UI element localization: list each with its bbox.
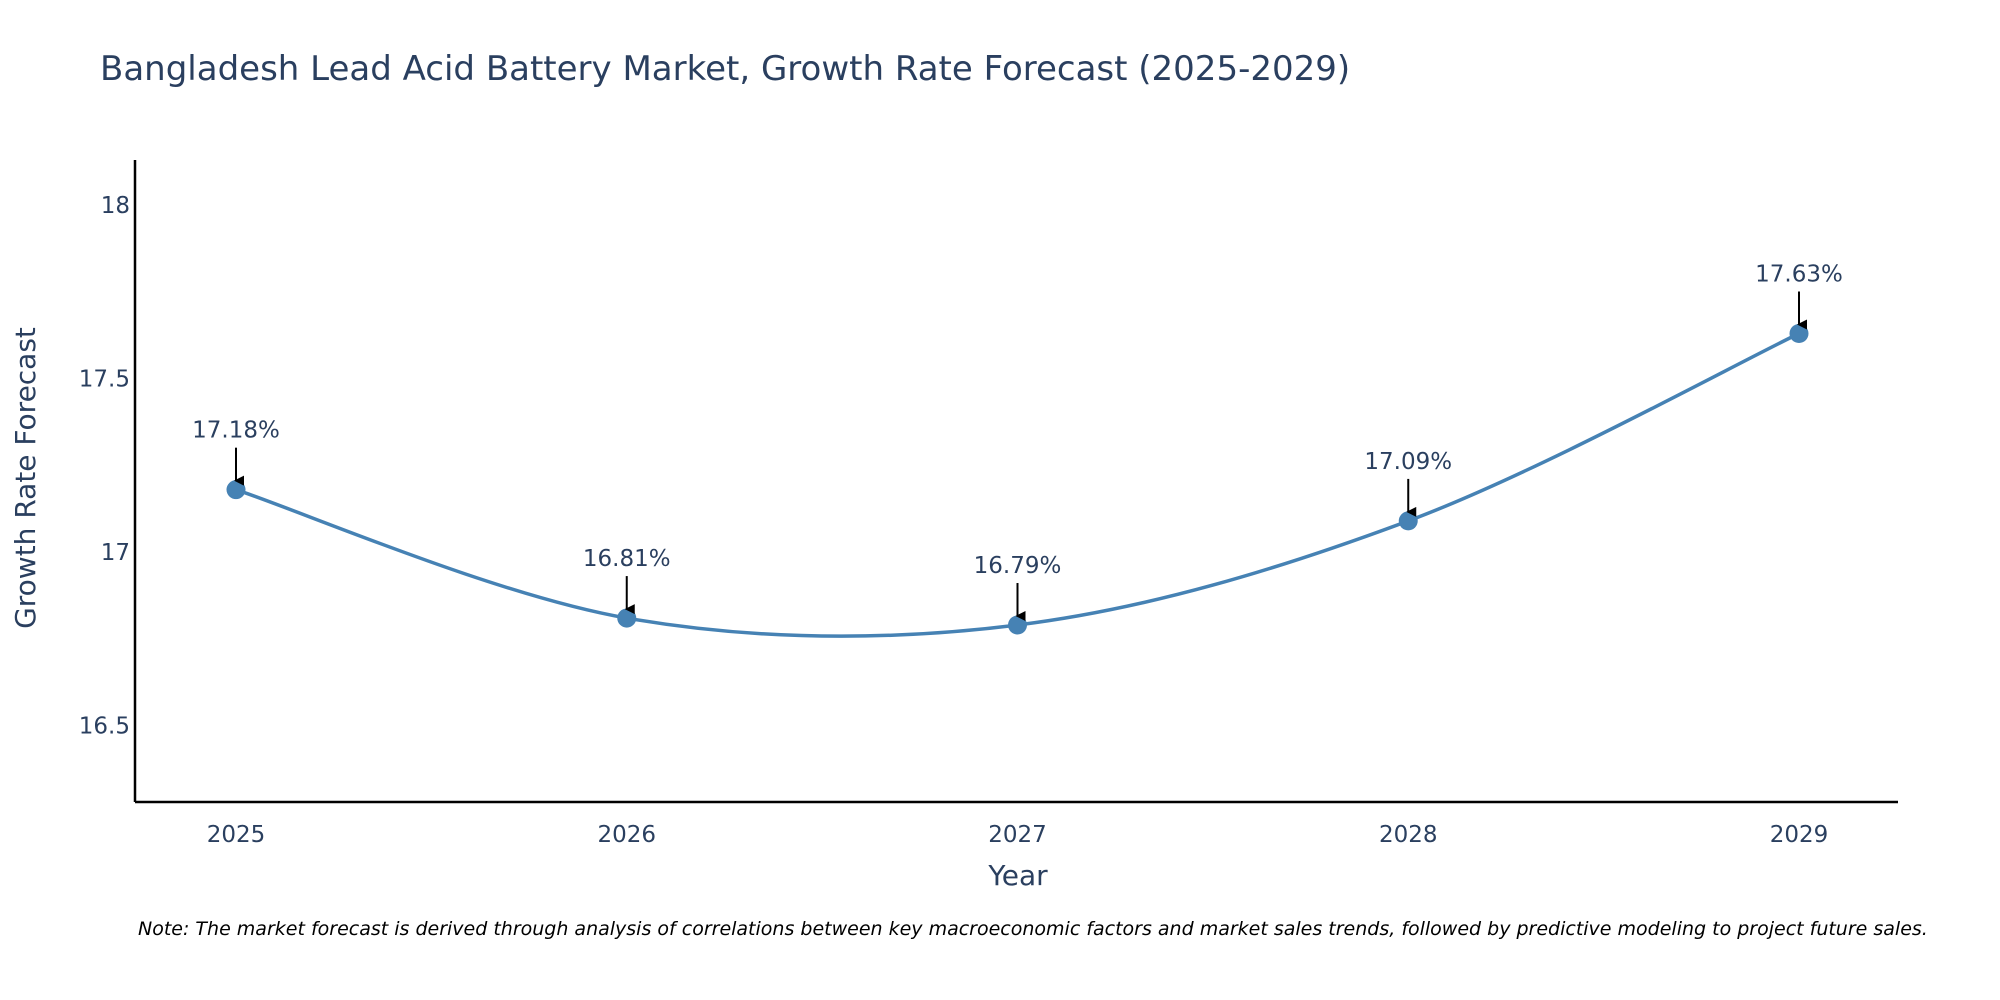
x-tick-label: 2027 <box>988 822 1047 848</box>
x-tick-label: 2026 <box>597 822 656 848</box>
y-axis-title: Growth Rate Forecast <box>9 327 42 629</box>
plot-area: 16.5 17 17.5 18 2025 2026 2027 2028 2029 17.18% 16… <box>79 160 1898 848</box>
y-tick-label: 18 <box>101 193 130 219</box>
data-point-2027 <box>1008 615 1027 635</box>
data-point-2025 <box>226 480 246 500</box>
x-axis-title: Year <box>987 859 1048 892</box>
data-label-2028: 17.09% <box>1364 449 1452 475</box>
data-point-2028 <box>1398 511 1418 531</box>
x-tick-label: 2025 <box>207 822 266 848</box>
y-tick-label: 16.5 <box>79 714 130 740</box>
data-label-2027: 16.79% <box>974 553 1062 579</box>
x-tick-label: 2028 <box>1379 822 1438 848</box>
data-label-2026: 16.81% <box>583 546 671 572</box>
data-point-2026 <box>617 608 637 628</box>
data-label-2029: 17.63% <box>1755 262 1843 288</box>
y-tick-label: 17.5 <box>79 367 130 393</box>
forecast-note: Note: The market forecast is derived thr… <box>138 918 1928 940</box>
data-label-2025: 17.18% <box>192 418 280 444</box>
chart-title: Bangladesh Lead Acid Battery Market, Gro… <box>100 49 1350 89</box>
x-tick-label: 2029 <box>1770 822 1829 848</box>
y-tick-label: 17 <box>101 540 130 566</box>
data-point-2029 <box>1789 324 1809 344</box>
